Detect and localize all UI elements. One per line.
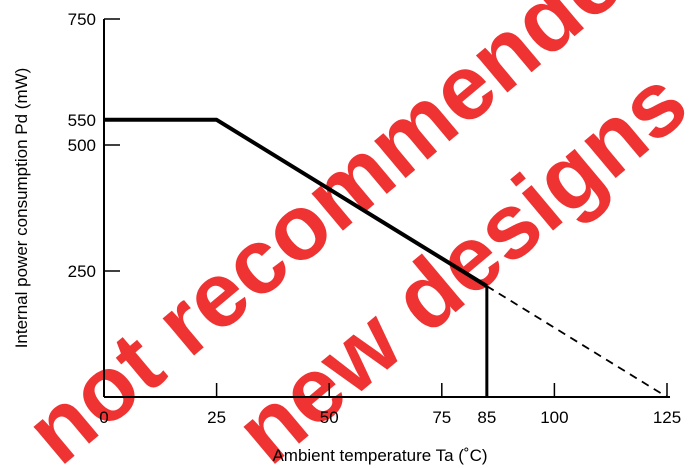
- y-tick-label: 750: [68, 10, 96, 29]
- y-ticks: 250 500 550 750: [68, 10, 120, 281]
- x-tick-label: 85: [477, 408, 496, 427]
- x-tick-label: 0: [99, 408, 108, 427]
- y-axis-label: Internal power consumption Pd (mW): [12, 68, 31, 349]
- y-tick-label: 550: [68, 111, 96, 130]
- x-tick-label: 25: [207, 408, 226, 427]
- y-tick-label: 250: [68, 262, 96, 281]
- power-derating-line: [104, 117, 488, 288]
- x-ticks: 0 25 50 75 85 100 125: [99, 383, 681, 427]
- y-tick-label: 500: [68, 136, 96, 155]
- derating-extension-line: [486, 285, 668, 398]
- x-tick-label: 50: [320, 408, 339, 427]
- x-axis-label: Ambient temperature Ta (˚C): [272, 446, 487, 465]
- x-tick-label: 125: [653, 408, 681, 427]
- series-layer: [104, 117, 668, 398]
- x-tick-label: 75: [432, 408, 451, 427]
- x-tick-label: 100: [540, 408, 568, 427]
